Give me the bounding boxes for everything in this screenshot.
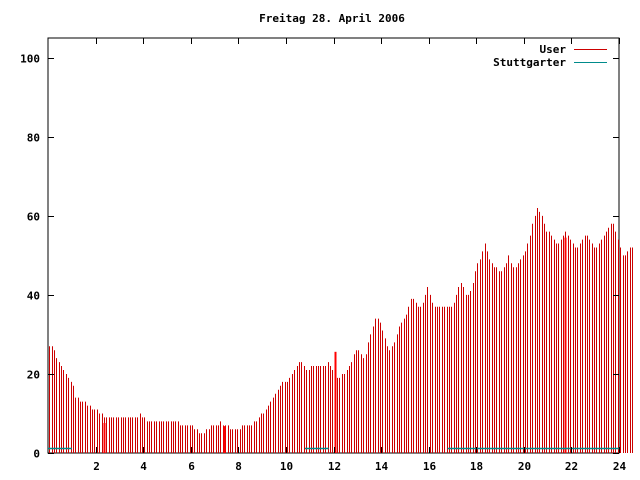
y-tick-label: 20	[27, 369, 40, 382]
chart-title: Freitag 28. April 2006	[259, 12, 405, 25]
x-tick-label: 4	[140, 460, 147, 473]
x-tick-label: 10	[280, 460, 293, 473]
y-tick-label: 80	[27, 132, 40, 145]
x-tick-label: 2	[93, 460, 100, 473]
x-tick-label: 6	[188, 460, 195, 473]
x-tick-label: 18	[470, 460, 483, 473]
y-tick-label: 60	[27, 211, 40, 224]
plot-area	[47, 37, 633, 454]
y-tick-label: 40	[27, 290, 40, 303]
x-tick-label: 8	[235, 460, 242, 473]
x-tick-label: 22	[565, 460, 578, 473]
x-tick-label: 12	[328, 460, 341, 473]
x-tick-label: 24	[613, 460, 627, 473]
y-tick-label: 0	[33, 448, 40, 461]
plot-frame	[47, 37, 620, 454]
x-tick-label: 16	[423, 460, 437, 473]
x-tick-label: 20	[518, 460, 531, 473]
legend-label: Stuttgarter	[493, 56, 566, 69]
x-tick-label: 14	[375, 460, 389, 473]
legend-label: User	[540, 43, 567, 56]
y-tick-label: 100	[20, 53, 40, 66]
